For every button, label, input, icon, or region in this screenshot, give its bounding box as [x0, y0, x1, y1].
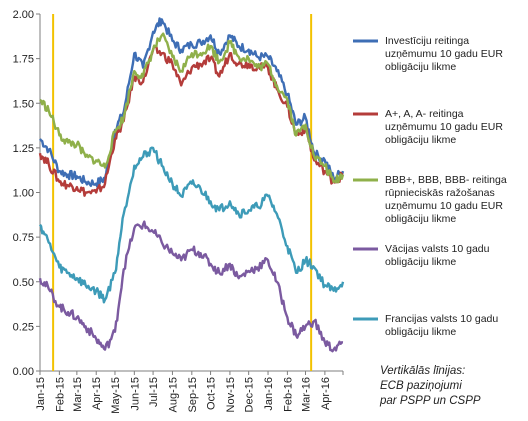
- x-tick-label: Jan-16: [263, 377, 275, 411]
- legend-label-line: obligāciju likme: [385, 61, 456, 73]
- y-axis-ticks: 0.00 0.25 0.50 0.75 1.00 1.25 1.50 1.75 2.00: [13, 9, 40, 378]
- x-tick-label: Feb-15: [54, 377, 66, 412]
- x-tick-label: Oct-15: [206, 377, 218, 410]
- legend-label-line: obligāciju likme: [385, 213, 456, 225]
- y-tick-label: 0.00: [13, 366, 34, 378]
- legend-label: Francijas valsts 10 gadu obligāciju likme: [385, 313, 498, 338]
- y-tick-label: 0.50: [13, 277, 34, 289]
- x-tick-label: Jun-15: [129, 377, 141, 411]
- x-axis-ticks: Jan-15 Feb-15 Mar-15 Apr-15 May-15 Jun-15 Jul-…: [35, 371, 344, 414]
- legend-label-line: obligāciju likme: [385, 326, 456, 338]
- legend-label-line: uzņēmumu 10 gadu EUR: [385, 48, 503, 60]
- legend-label-line: Vācijas valsts 10 gadu: [385, 243, 490, 255]
- x-tick-label: Aug-15: [167, 377, 179, 412]
- note-line-2: ECB paziņojumi: [380, 380, 462, 392]
- x-tick-label: Apr-15: [91, 377, 103, 410]
- y-tick-label: 0.25: [13, 321, 34, 333]
- x-tick-label: Nov-15: [225, 377, 237, 412]
- x-tick-label: Sep-15: [187, 377, 199, 412]
- note-line-3: par PSPP un CSPP: [379, 395, 481, 407]
- note-line-1: Vertikālās līnijas:: [380, 365, 465, 377]
- x-tick-label: Apr-16: [320, 377, 332, 410]
- legend-label: A+, A, A- reitinga uzņēmumu 10 gadu EUR ob…: [385, 108, 503, 146]
- x-tick-label: Mar-16: [301, 377, 313, 412]
- legend-label-line: Investīciju reitinga: [385, 35, 469, 47]
- y-tick-label: 1.75: [13, 54, 34, 66]
- series-line: [38, 146, 345, 304]
- legend: Investīciju reitinga uzņēmumu 10 gadu EUR…: [353, 35, 507, 338]
- vertical-lines-note: Vertikālās līnijas: ECB paziņojumi par P…: [379, 365, 481, 407]
- legend-label-line: obligāciju likme: [385, 256, 456, 268]
- legend-label: Investīciju reitinga uzņēmumu 10 gadu EUR…: [385, 35, 503, 73]
- series-line: [39, 32, 345, 184]
- legend-label: BBB+, BBB, BBB- reitinga rūpnieciskās raž…: [385, 174, 507, 225]
- y-tick-label: 0.75: [13, 232, 34, 244]
- legend-label-line: uzņēmumu 10 gadu EUR: [385, 121, 503, 133]
- series-line: [38, 220, 344, 353]
- legend-label-line: uzņēmumu 10 gadu EUR: [385, 200, 503, 212]
- legend-label-line: Francijas valsts 10 gadu: [385, 313, 498, 325]
- x-tick-label: Dec-15: [244, 377, 256, 412]
- series-line: [39, 17, 345, 188]
- y-tick-label: 1.50: [13, 98, 34, 110]
- legend-label-line: rūpnieciskās ražošanas: [385, 187, 495, 199]
- y-tick-label: 2.00: [13, 9, 34, 21]
- plot-area: 0.00 0.25 0.50 0.75 1.00 1.25 1.50 1.75 2.00 Jan…: [13, 9, 345, 414]
- legend-label-line: A+, A, A- reitinga: [385, 108, 464, 120]
- y-tick-label: 1.00: [13, 188, 34, 200]
- x-tick-label: Jan-15: [35, 377, 47, 411]
- x-tick-label: Jul-15: [148, 377, 160, 407]
- x-tick-label: Mar-15: [72, 377, 84, 412]
- legend-label-line: obligāciju likme: [385, 134, 456, 146]
- announcement-lines: [52, 14, 313, 371]
- y-tick-label: 1.25: [13, 143, 34, 155]
- legend-label-line: BBB+, BBB, BBB- reitinga: [385, 174, 507, 186]
- series-lines: [38, 17, 345, 353]
- legend-label: Vācijas valsts 10 gadu obligāciju likme: [385, 243, 490, 268]
- x-tick-label: Feb-16: [282, 377, 294, 412]
- x-tick-label: May-15: [110, 377, 122, 414]
